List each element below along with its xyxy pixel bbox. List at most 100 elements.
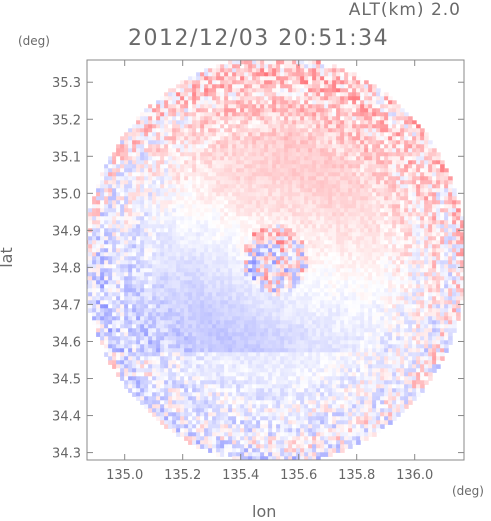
- heatmap-cell: [440, 192, 445, 197]
- heatmap-cell: [168, 304, 173, 309]
- heatmap-cell: [240, 176, 245, 181]
- heatmap-cell: [400, 128, 405, 133]
- heatmap-cell: [264, 280, 269, 285]
- heatmap-cell: [296, 224, 301, 229]
- heatmap-cell: [340, 152, 345, 157]
- heatmap-cell: [364, 84, 369, 89]
- heatmap-cell: [164, 96, 169, 101]
- heatmap-cell: [460, 280, 464, 285]
- heatmap-cell: [300, 228, 305, 233]
- heatmap-cell: [460, 232, 464, 237]
- heatmap-cell: [212, 148, 217, 153]
- heatmap-cell: [164, 260, 169, 265]
- heatmap-cell: [120, 252, 125, 257]
- heatmap-cell: [220, 196, 225, 201]
- heatmap-cell: [300, 172, 305, 177]
- heatmap-cell: [244, 292, 249, 297]
- heatmap-cell: [312, 280, 317, 285]
- heatmap-cell: [124, 260, 129, 265]
- heatmap-cell: [128, 288, 133, 293]
- heatmap-cell: [216, 132, 221, 137]
- heatmap-cell: [188, 124, 193, 129]
- heatmap-cell: [128, 176, 133, 181]
- heatmap-cell: [440, 264, 445, 269]
- heatmap-cell: [160, 176, 165, 181]
- heatmap-cell: [236, 176, 241, 181]
- heatmap-cell: [164, 248, 169, 253]
- heatmap-cell: [204, 76, 209, 81]
- heatmap-cell: [412, 248, 417, 253]
- heatmap-cell: [128, 296, 133, 301]
- heatmap-cell: [196, 232, 201, 237]
- heatmap-cell: [284, 188, 289, 193]
- heatmap-cell: [252, 180, 257, 185]
- heatmap-cell: [260, 164, 265, 169]
- heatmap-cell: [128, 260, 133, 265]
- heatmap-cell: [88, 284, 93, 289]
- heatmap-cell: [388, 276, 393, 281]
- heatmap-cell: [452, 192, 457, 197]
- heatmap-cell: [400, 184, 405, 189]
- heatmap-cell: [360, 124, 365, 129]
- heatmap-cell: [256, 284, 261, 289]
- heatmap-cell: [244, 124, 249, 129]
- heatmap-cell: [336, 120, 341, 125]
- heatmap-cell: [160, 132, 165, 137]
- heatmap-cell: [284, 144, 289, 149]
- heatmap-cell: [324, 112, 329, 117]
- heatmap-cell: [424, 208, 429, 213]
- heatmap-cell: [324, 136, 329, 141]
- heatmap-cell: [344, 148, 349, 153]
- heatmap-cell: [176, 152, 181, 157]
- heatmap-cell: [388, 176, 393, 181]
- heatmap-cell: [368, 136, 373, 141]
- heatmap-cell: [336, 112, 341, 117]
- heatmap-cell: [240, 300, 245, 305]
- heatmap-cell: [308, 80, 313, 85]
- heatmap-cell: [104, 280, 109, 285]
- heatmap-cell: [196, 200, 201, 205]
- heatmap-cell: [296, 104, 301, 109]
- heatmap-cell: [248, 156, 253, 161]
- heatmap-cell: [284, 256, 289, 261]
- heatmap-cell: [172, 284, 177, 289]
- heatmap-cell: [336, 212, 341, 217]
- heatmap-cell: [440, 260, 445, 265]
- heatmap-cell: [88, 256, 93, 261]
- heatmap-cell: [164, 140, 169, 145]
- heatmap-cell: [284, 176, 289, 181]
- heatmap-cell: [336, 296, 341, 301]
- heatmap-cell: [280, 60, 285, 65]
- heatmap-cell: [464, 256, 469, 261]
- heatmap-cell: [304, 252, 309, 257]
- heatmap-cell: [440, 236, 445, 241]
- heatmap-cell: [400, 192, 405, 197]
- heatmap-cell: [188, 220, 193, 225]
- heatmap-cell: [204, 156, 209, 161]
- heatmap-cell: [428, 196, 433, 201]
- heatmap-cell: [324, 168, 329, 173]
- heatmap-cell: [196, 220, 201, 225]
- heatmap-cell: [400, 228, 405, 233]
- heatmap-cell: [136, 248, 141, 253]
- heatmap-cell: [220, 156, 225, 161]
- heatmap-cell: [288, 116, 293, 121]
- heatmap-cell: [212, 228, 217, 233]
- heatmap-cell: [212, 204, 217, 209]
- heatmap-cell: [228, 124, 233, 129]
- heatmap-cell: [216, 176, 221, 181]
- heatmap-cell: [392, 108, 397, 113]
- heatmap-cell: [428, 148, 433, 153]
- heatmap-cell: [116, 212, 121, 217]
- heatmap-cell: [380, 132, 385, 137]
- heatmap-cell: [168, 88, 173, 93]
- heatmap-cell: [252, 172, 257, 177]
- heatmap-cell: [368, 220, 373, 225]
- heatmap-cell: [324, 228, 329, 233]
- heatmap-cell: [364, 248, 369, 253]
- heatmap-cell: [252, 128, 257, 133]
- heatmap-cell: [136, 232, 141, 237]
- heatmap-cell: [312, 160, 317, 165]
- heatmap-cell: [132, 260, 137, 265]
